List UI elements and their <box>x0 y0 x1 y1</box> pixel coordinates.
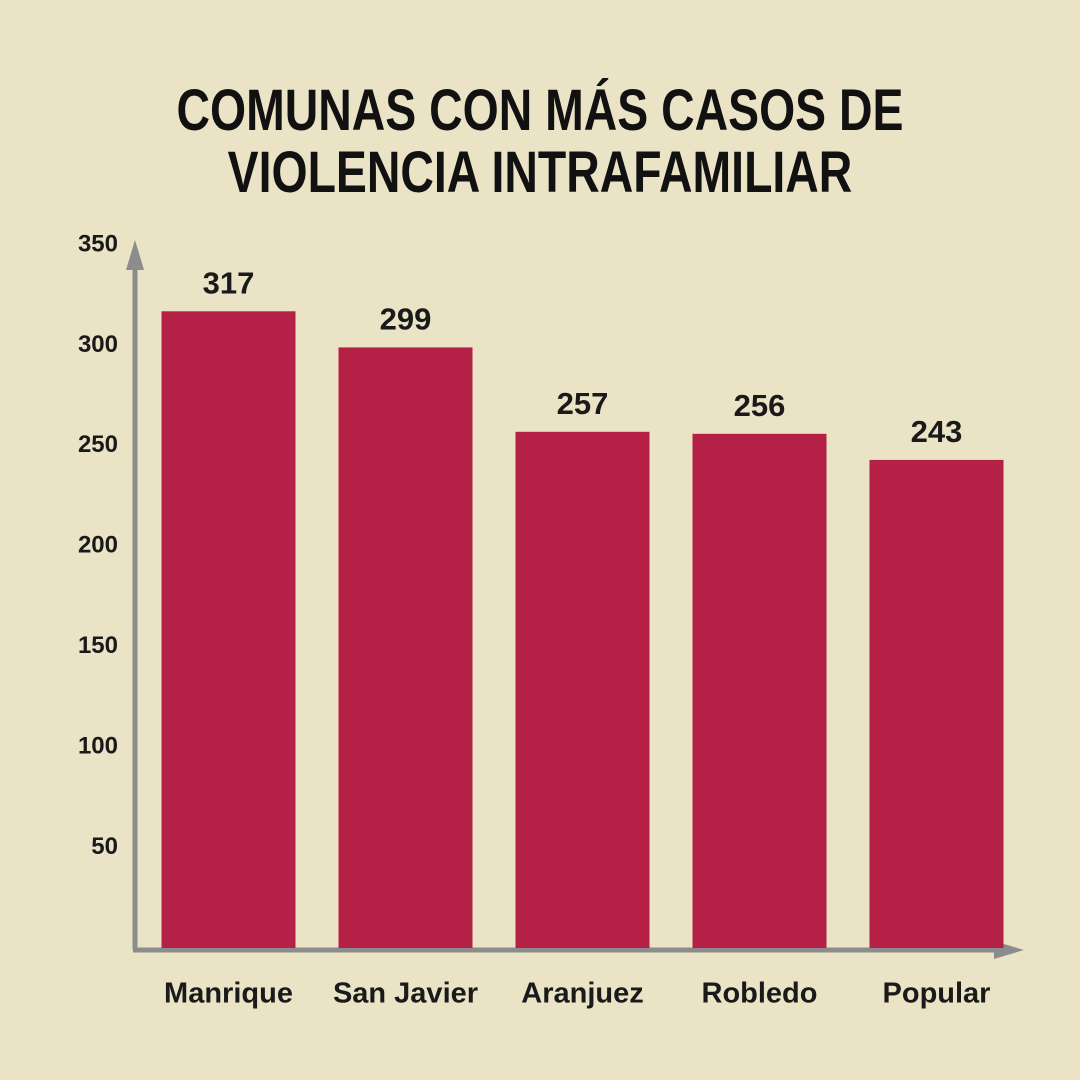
x-tick-label: Aranjuez <box>521 978 643 1010</box>
value-label: 256 <box>734 388 786 423</box>
x-tick-label: Popular <box>883 978 991 1010</box>
y-tick-label: 350 <box>78 230 118 257</box>
y-tick-label: 300 <box>78 331 118 358</box>
chart-title: COMUNAS CON MÁS CASOS DE VIOLENCIA INTRA… <box>176 78 904 205</box>
x-tick-label: Robledo <box>702 978 818 1010</box>
bar <box>338 347 473 948</box>
y-tick-label: 50 <box>91 833 118 860</box>
x-tick-label: San Javier <box>333 978 478 1010</box>
bar <box>515 431 650 949</box>
x-tick-label: Manrique <box>164 978 293 1010</box>
value-label: 243 <box>911 414 963 449</box>
y-tick-label: 150 <box>78 632 118 659</box>
bar <box>869 459 1004 948</box>
bar <box>692 433 827 948</box>
y-axis-arrow <box>126 240 144 270</box>
y-tick-label: 200 <box>78 532 118 559</box>
value-label: 257 <box>557 386 609 421</box>
y-tick-label: 250 <box>78 431 118 458</box>
value-label: 299 <box>380 302 432 337</box>
bar <box>161 311 296 949</box>
value-label: 317 <box>203 265 255 300</box>
y-tick-label: 100 <box>78 732 118 759</box>
